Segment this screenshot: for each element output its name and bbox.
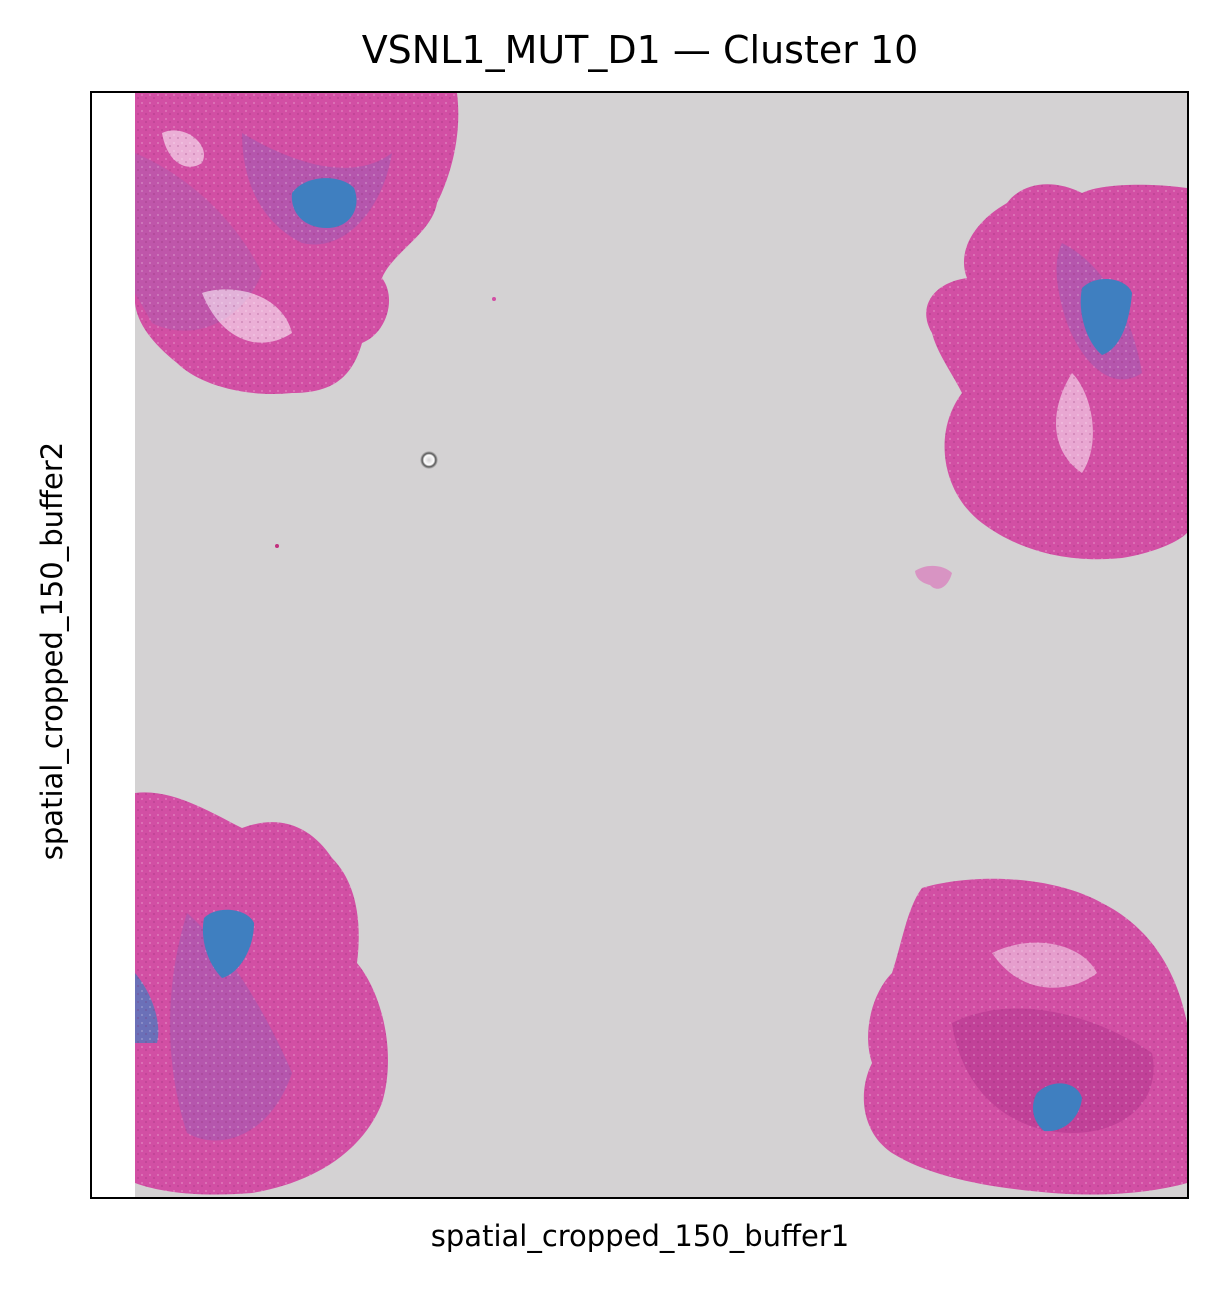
cluster-highlight	[1080, 278, 1132, 355]
x-axis-label: spatial_cropped_150_buffer1	[430, 1219, 850, 1253]
tissue-section-top-right	[926, 184, 1187, 560]
tissue-section-top-left	[135, 93, 459, 394]
cluster-highlight	[1032, 1083, 1082, 1132]
tissue-section-bottom-right	[863, 878, 1187, 1195]
tissue-image	[92, 93, 1187, 1197]
tissue-speck	[275, 544, 279, 548]
tissue-section-bottom-left	[135, 792, 388, 1195]
image-margin	[92, 93, 135, 1197]
bubble-artifact	[420, 451, 438, 469]
cluster-highlight	[291, 178, 357, 228]
plot-title: VSNL1_MUT_D1 — Cluster 10	[361, 28, 919, 72]
cluster-highlight	[202, 909, 254, 978]
y-axis-label: spatial_cropped_150_buffer2	[35, 441, 69, 861]
tissue-fragment	[915, 565, 952, 589]
plot-axes	[90, 91, 1189, 1199]
tissue-speck	[492, 297, 496, 301]
